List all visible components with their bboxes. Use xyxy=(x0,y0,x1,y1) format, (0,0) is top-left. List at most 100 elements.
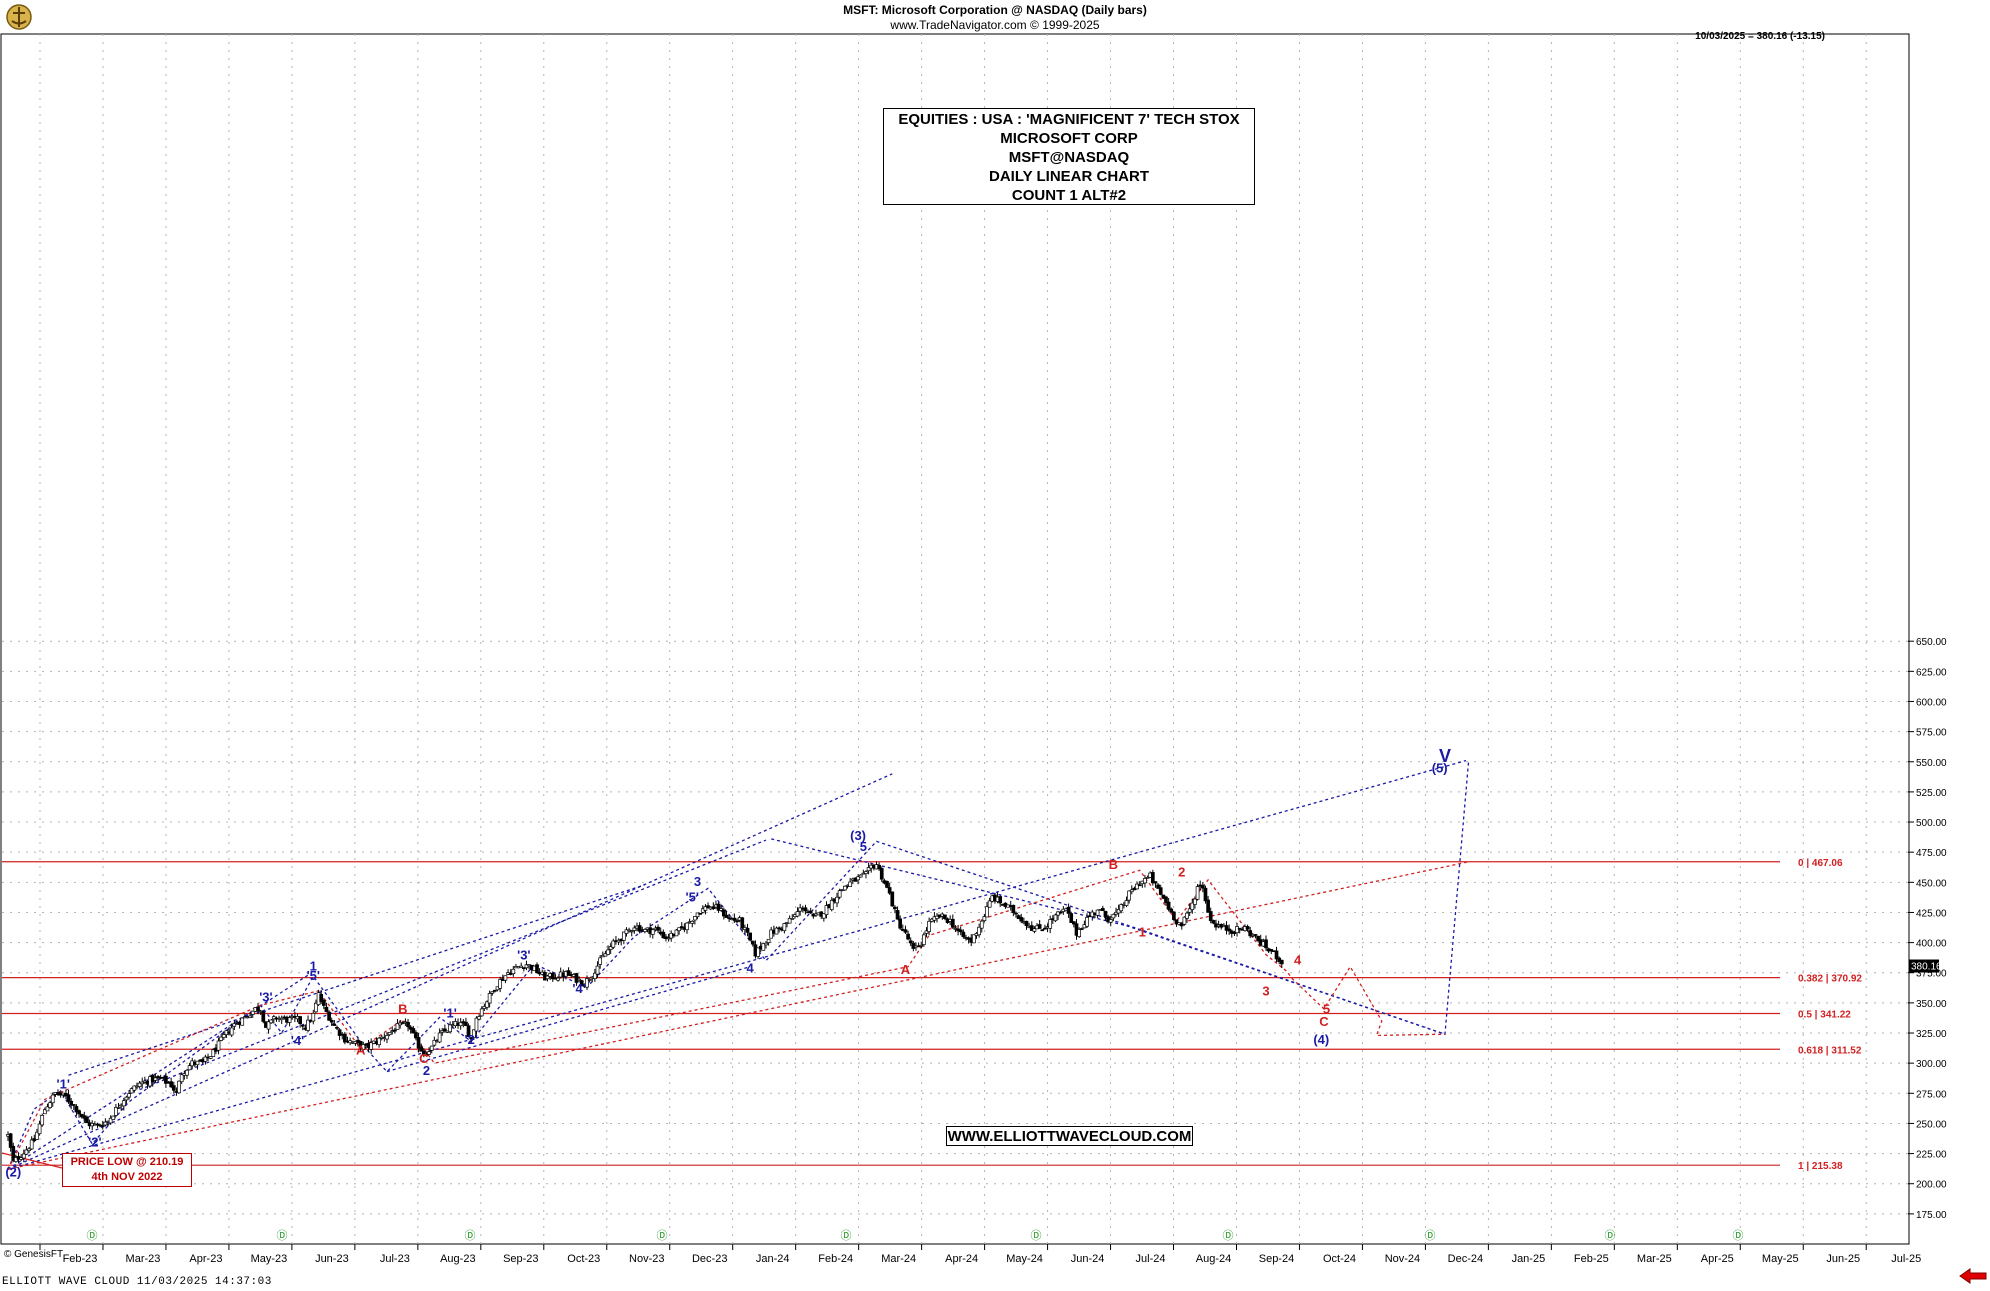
candle-body xyxy=(790,918,795,920)
y-tick-label: 450.00 xyxy=(1916,878,1947,889)
candle-body xyxy=(300,1024,305,1027)
candle-body xyxy=(335,1026,339,1029)
candle-body xyxy=(1274,950,1279,960)
y-tick-label: 425.00 xyxy=(1916,908,1947,919)
candle-body xyxy=(774,927,779,935)
candle-body xyxy=(377,1037,381,1045)
candle-body xyxy=(795,911,800,917)
wave-label: 5 xyxy=(1323,1002,1330,1017)
candle-body xyxy=(74,1106,79,1113)
current-price-marker xyxy=(1909,959,1939,973)
candle-body xyxy=(137,1082,142,1087)
x-tick-label: Oct-23 xyxy=(567,1253,600,1265)
website-box: WWW.ELLIOTTWAVECLOUD.COM xyxy=(946,1126,1193,1146)
candle-body xyxy=(1058,911,1063,914)
candle-body xyxy=(711,906,716,910)
y-tick-label: 225.00 xyxy=(1916,1150,1947,1161)
candle-body xyxy=(1227,928,1232,932)
candle-body xyxy=(71,1104,76,1106)
candle-body xyxy=(77,1110,81,1115)
candle-body xyxy=(856,876,860,881)
candle-body xyxy=(979,920,984,929)
y-tick-label: 175.00 xyxy=(1916,1210,1947,1221)
x-tick-label: Feb-25 xyxy=(1574,1253,1609,1265)
wave-label: '5' xyxy=(307,968,320,983)
wave-label: 4 xyxy=(747,961,755,976)
candle-body xyxy=(1056,911,1060,916)
candle-body xyxy=(1245,926,1250,930)
candle-body xyxy=(485,1001,489,1008)
candle-body xyxy=(319,994,324,1002)
candle-body xyxy=(1279,959,1284,965)
wave-label: B xyxy=(1109,857,1118,872)
candle-body xyxy=(211,1049,216,1057)
candle-body xyxy=(1085,917,1089,927)
y-tick-label: 625.00 xyxy=(1916,667,1947,678)
candle-body xyxy=(595,965,600,975)
fib-level-label: 0.382 | 370.92 xyxy=(1798,974,1862,985)
candle-body xyxy=(498,979,502,989)
candle-body xyxy=(587,979,592,981)
candle-body xyxy=(458,1022,463,1027)
candle-body xyxy=(735,920,739,923)
candle-body xyxy=(395,1023,400,1030)
x-tick-label: Mar-25 xyxy=(1637,1253,1672,1265)
candle-body xyxy=(240,1017,245,1026)
candle-body xyxy=(1164,896,1168,904)
candle-body xyxy=(132,1085,137,1091)
candle-body xyxy=(185,1069,189,1076)
candle-body xyxy=(153,1077,158,1081)
dividend-marker-icon: Ⓓ xyxy=(1733,1229,1744,1242)
candle-body xyxy=(103,1121,108,1126)
candle-body xyxy=(164,1075,168,1084)
candle-body xyxy=(479,1008,484,1017)
candle-body xyxy=(1053,914,1058,922)
candle-body xyxy=(11,1145,16,1161)
x-tick-label: Jul-25 xyxy=(1891,1253,1921,1265)
candle-body xyxy=(1019,917,1024,922)
candle-body xyxy=(637,925,642,932)
candle-body xyxy=(487,993,492,1004)
candle-body xyxy=(219,1036,224,1041)
candle-body xyxy=(311,1013,316,1022)
candle-body xyxy=(314,1002,318,1013)
candle-body xyxy=(179,1074,184,1083)
candle-body xyxy=(393,1029,397,1032)
candle-body xyxy=(24,1149,29,1155)
candle-body xyxy=(550,972,555,980)
candle-body xyxy=(503,975,508,981)
candle-body xyxy=(1200,885,1205,889)
candle-body xyxy=(977,926,981,936)
candle-body xyxy=(906,933,910,940)
wave-label: 4 xyxy=(1294,952,1302,967)
candle-body xyxy=(685,922,689,931)
x-tick-label: Nov-24 xyxy=(1385,1253,1420,1265)
wave-label: '4' xyxy=(572,981,585,996)
candle-body xyxy=(271,1016,276,1020)
dividend-marker-icon: Ⓓ xyxy=(1605,1229,1616,1242)
candle-body xyxy=(248,1015,252,1018)
scroll-left-arrow-icon[interactable] xyxy=(1958,1268,1988,1289)
candle-body xyxy=(593,972,597,980)
candle-body xyxy=(1137,884,1142,887)
candle-body xyxy=(1172,911,1176,921)
wave-labels: '1''2''3''4''5'1ABC2'1''2''3''4''5'345(3… xyxy=(5,746,1451,1180)
x-tick-label: Nov-23 xyxy=(629,1253,664,1265)
wave-label: 1 xyxy=(1139,925,1146,940)
candle-body xyxy=(1248,930,1253,937)
fib-level-label: 1 | 215.38 xyxy=(1798,1161,1843,1172)
wave-label: B xyxy=(398,1002,407,1017)
candle-body xyxy=(598,957,603,965)
candle-body xyxy=(1253,934,1258,936)
candle-body xyxy=(40,1115,45,1126)
candle-body xyxy=(29,1139,34,1150)
candle-body xyxy=(440,1030,445,1033)
candle-body xyxy=(437,1032,442,1043)
candle-body xyxy=(848,881,853,887)
dividend-marker-icon: Ⓓ xyxy=(1425,1229,1436,1242)
candle-body xyxy=(585,978,589,988)
candle-body xyxy=(1211,920,1216,924)
candle-body xyxy=(216,1040,221,1051)
candle-body xyxy=(803,907,808,912)
